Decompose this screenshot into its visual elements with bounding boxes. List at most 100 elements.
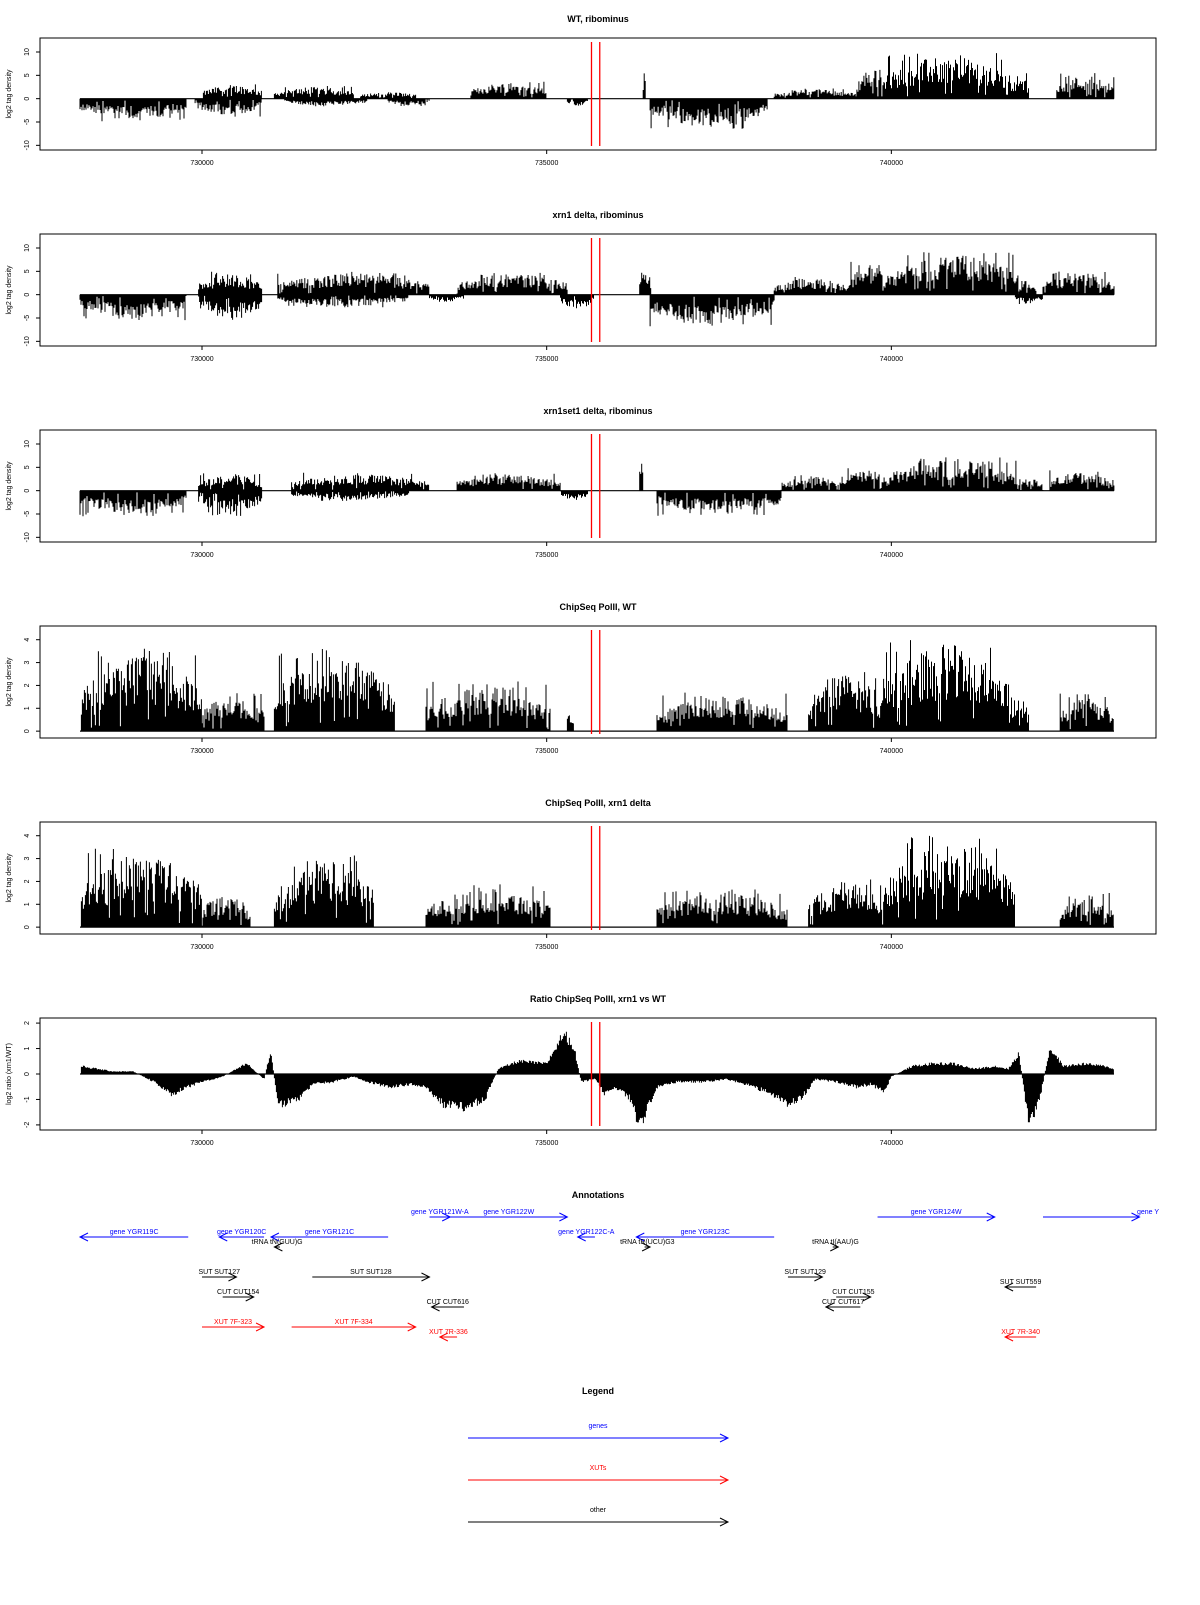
feature-arrowhead	[430, 1302, 440, 1312]
y-axis-label: log2 tag density	[6, 69, 13, 119]
signal-segment	[198, 294, 263, 320]
plot-frame	[39, 233, 1157, 347]
signal-series	[79, 53, 1115, 129]
annotation-feature: SUT SUT129	[784, 1269, 826, 1282]
annotations-title: Annotations	[572, 1190, 625, 1200]
y-tick-label: 2	[24, 879, 31, 883]
annotation-feature: gene YGR121C	[269, 1229, 389, 1242]
signal-segment	[642, 73, 646, 99]
feature-arrowhead	[245, 1292, 255, 1302]
x-tick-label: 740000	[880, 160, 903, 167]
signal-segment	[887, 252, 1019, 295]
signal-segment	[656, 692, 788, 732]
signal-segment	[566, 715, 574, 732]
signal-series	[79, 457, 1115, 517]
signal-segment	[291, 472, 430, 491]
annotation-label: tRNA tN(GUU)G	[252, 1239, 303, 1246]
signal-segment	[198, 473, 263, 491]
x-tick-label: 730000	[190, 160, 213, 167]
annotation-label: gene YGR123C	[681, 1229, 730, 1236]
signal-segment	[291, 490, 410, 501]
annotation-feature: XUT 7F-334	[291, 1319, 417, 1332]
feature-arrowhead	[1003, 1332, 1014, 1342]
y-tick-label: 0	[24, 1072, 31, 1076]
feature-arrowhead	[1003, 1282, 1014, 1292]
signal-segment	[649, 98, 768, 129]
legend: Legend genes XUTs other	[468, 1386, 730, 1527]
x-tick-label: 735000	[535, 748, 558, 755]
feature-arrowhead	[641, 1242, 652, 1252]
signal-segment	[425, 681, 551, 732]
x-tick-label: 740000	[880, 356, 903, 363]
signal-segment	[566, 98, 588, 106]
feature-arrowhead	[78, 1232, 89, 1242]
annotation-label: tRNA tR(UCU)G3	[620, 1239, 675, 1246]
annotation-label: gene YGR121C	[305, 1229, 354, 1236]
signal-segment	[1056, 73, 1115, 99]
annotation-feature: XUT 7F-323	[202, 1319, 266, 1332]
signal-segment	[884, 53, 1009, 99]
signal-segment	[201, 693, 265, 732]
annotation-label: gene YGR119C	[110, 1229, 159, 1236]
signal-segment	[456, 473, 561, 491]
signal-segment	[80, 648, 202, 732]
chart-title: xrn1set1 delta, ribominus	[543, 406, 652, 416]
x-tick-label: 740000	[880, 552, 903, 559]
y-tick-label: -1	[24, 1096, 31, 1102]
plot-frame	[39, 821, 1157, 935]
annotation-feature: CUT CUT155	[832, 1289, 875, 1302]
y-tick-label: -10	[24, 532, 31, 542]
signal-series	[80, 1031, 1114, 1124]
y-tick-label: -5	[24, 315, 31, 321]
annotation-feature: gene YGR121W-A	[411, 1209, 469, 1222]
annotation-label: gene YGR120C	[217, 1229, 266, 1236]
legend-label: other	[590, 1507, 607, 1514]
x-tick-label: 735000	[535, 552, 558, 559]
annotation-label: CUT CUT155	[832, 1289, 874, 1296]
signal-segment	[884, 640, 1009, 732]
legend-title: Legend	[582, 1386, 614, 1396]
feature-arrowhead	[719, 1433, 730, 1443]
x-tick-label: 740000	[880, 1140, 903, 1147]
signal-segment	[202, 84, 262, 99]
y-tick-label: 10	[24, 244, 31, 252]
signal-segment	[79, 490, 187, 517]
y-tick-label: 5	[24, 73, 31, 77]
signal-segment	[842, 468, 888, 491]
chart-panel-2: xrn1 delta, ribominus log2 tag density -10…	[6, 210, 1157, 363]
signal-segment	[887, 457, 1019, 491]
chart-panel-4: ChipSeq PolII, WT log2 tag density 0 1 2 3 4 73…	[6, 602, 1157, 755]
annotation-feature: gene YGR120C	[217, 1229, 266, 1242]
annotation-label: XUT 7F-323	[214, 1319, 252, 1326]
annotation-label: gene YGR122W	[483, 1209, 534, 1216]
signal-series	[80, 835, 1114, 928]
chart-title: Ratio ChipSeq PolII, xrn1 vs WT	[530, 994, 667, 1004]
y-tick-label: 1	[24, 1046, 31, 1050]
feature-arrowhead	[269, 1232, 280, 1242]
ratio-series	[80, 1031, 1114, 1124]
x-tick-label: 730000	[190, 552, 213, 559]
x-tick-label: 735000	[535, 356, 558, 363]
chart-title: ChipSeq PolII, WT	[560, 602, 637, 612]
signal-segment	[808, 672, 885, 732]
signal-segment	[277, 271, 430, 295]
annotation-label: gene Y	[1137, 1209, 1159, 1216]
annotation-feature: SUT SUT128	[312, 1269, 431, 1282]
x-tick-label: 730000	[190, 356, 213, 363]
annotation-feature: gene YGR122C-A	[558, 1229, 615, 1242]
x-tick-label: 730000	[190, 1140, 213, 1147]
x-tick-label: 735000	[535, 944, 558, 951]
signal-segment	[80, 848, 202, 928]
y-axis-label: log2 tag density	[6, 853, 13, 903]
y-tick-label: 1	[24, 706, 31, 710]
signal-segment	[780, 475, 844, 491]
feature-arrowhead	[719, 1475, 730, 1485]
signal-segment	[387, 98, 430, 106]
annotation-label: XUT 7R-336	[429, 1329, 468, 1336]
annotation-feature: tRNA tI(AAU)G	[812, 1239, 859, 1252]
signal-segment	[639, 463, 644, 491]
annotation-label: CUT CUT616	[427, 1299, 469, 1306]
annotation-feature: XUT 7R-340	[1001, 1329, 1040, 1342]
